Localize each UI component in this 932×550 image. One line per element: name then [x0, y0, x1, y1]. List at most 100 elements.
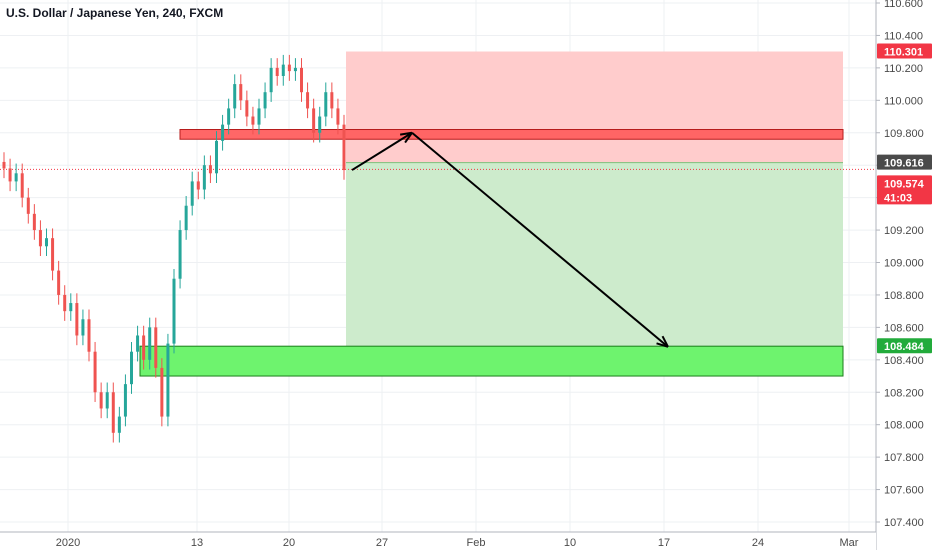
candle-body	[136, 335, 140, 352]
price-tick-label: 108.800	[884, 290, 924, 302]
candle-body	[51, 238, 55, 271]
candle-body	[293, 67, 297, 72]
price-tick-label: 109.000	[884, 258, 924, 270]
price-badge	[877, 175, 932, 191]
candle-body	[81, 319, 85, 336]
candle-body	[2, 161, 6, 169]
candle-body	[342, 124, 346, 171]
candle-body	[336, 108, 340, 125]
time-axis-bg	[0, 532, 876, 550]
price-axis: 110.600 110.400 110.200 110.000 109.800 109.6…	[875, 0, 932, 550]
candle-body	[160, 367, 164, 417]
price-tick-label: 110.600	[884, 0, 923, 10]
candle-body	[324, 92, 328, 117]
candle-body	[148, 327, 152, 360]
price-tick-label: 108.000	[884, 420, 924, 432]
price-badge	[877, 189, 932, 205]
candle-body	[14, 173, 18, 182]
candles	[2, 54, 346, 443]
candle-body	[306, 92, 310, 109]
candle-body	[69, 303, 73, 312]
time-tick-label: 24	[752, 537, 764, 549]
candle-body	[45, 238, 48, 247]
price-tick-label: 107.400	[884, 517, 924, 529]
price-badge-label: 108.484	[884, 341, 925, 353]
candle-body	[93, 351, 97, 393]
price-tick-label: 107.800	[884, 452, 924, 464]
candle-body	[227, 108, 231, 125]
candle-body	[300, 67, 303, 93]
time-tick-label: 10	[564, 537, 576, 549]
chart-title: U.S. Dollar / Japanese Yen, 240, FXCM	[6, 6, 223, 20]
time-tick-label: 20	[283, 537, 295, 549]
time-tick-label: 13	[191, 537, 203, 549]
price-badge-label: 110.301	[884, 46, 923, 58]
price-tick-label: 108.400	[884, 355, 924, 367]
candle-body	[221, 124, 225, 141]
price-tick-label: 109.800	[884, 128, 924, 140]
candle-body	[111, 392, 115, 433]
zones	[0, 51, 876, 377]
candle-body	[105, 392, 109, 409]
price-badge	[877, 154, 932, 170]
candle-body	[154, 327, 158, 368]
candle-body	[257, 108, 261, 125]
candle-body	[117, 416, 121, 433]
candle-body	[330, 92, 334, 109]
candle-body	[57, 270, 61, 295]
candle-body	[263, 92, 267, 109]
candle-body	[190, 181, 194, 206]
candle-body	[208, 165, 212, 174]
price-badge-label: 109.574	[884, 178, 925, 190]
price-tick-label: 108.600	[884, 322, 924, 334]
candle-body	[184, 205, 188, 231]
candle-body	[8, 168, 12, 182]
price-tick-label: 109.200	[884, 225, 924, 237]
candle-body	[142, 335, 146, 360]
candle-body	[178, 230, 182, 279]
arrow-head	[661, 335, 669, 348]
candle-body	[318, 116, 322, 133]
price-axis-bg	[876, 0, 932, 550]
candle-body	[312, 108, 316, 133]
time-tick-label: Feb	[467, 537, 486, 549]
candle-body	[87, 319, 91, 352]
price-tick-label: 107.600	[884, 485, 924, 497]
price-tick-label: 108.200	[884, 387, 924, 399]
time-tick-label: 27	[376, 537, 388, 549]
trade-arrow	[351, 131, 413, 171]
candle-body	[130, 351, 133, 385]
resistance-zone	[179, 129, 844, 140]
candle-body	[251, 116, 255, 125]
candle-body	[172, 278, 176, 344]
candle-body	[63, 294, 67, 312]
candle-body	[196, 181, 200, 190]
candle-body	[99, 392, 103, 409]
candle-body	[166, 343, 170, 417]
candle-body	[215, 140, 218, 174]
time-tick-label: 2020	[56, 537, 80, 549]
candle-body	[20, 173, 24, 198]
candle-body	[233, 84, 237, 109]
arrow-head	[399, 131, 413, 136]
price-tick-label: 110.000	[884, 95, 923, 107]
candle-body	[26, 197, 30, 214]
trade-arrow	[411, 131, 669, 348]
time-tick-label: Mar	[840, 537, 859, 549]
support-zone	[139, 345, 844, 377]
price-badge	[877, 43, 932, 59]
arrow-head	[656, 342, 669, 348]
candle-body	[32, 213, 36, 231]
stop-area-zone	[346, 51, 843, 163]
trade-arrows	[351, 131, 669, 348]
candle-body	[281, 64, 285, 76]
price-badge	[877, 338, 932, 354]
arrow-head	[404, 132, 413, 144]
price-tick-label: 110.400	[884, 30, 923, 42]
time-tick-label: 17	[658, 537, 670, 549]
candle-body	[275, 67, 279, 76]
price-badge-label: 109.616	[884, 158, 924, 170]
candle-body	[239, 84, 243, 101]
candle-body	[123, 384, 127, 417]
